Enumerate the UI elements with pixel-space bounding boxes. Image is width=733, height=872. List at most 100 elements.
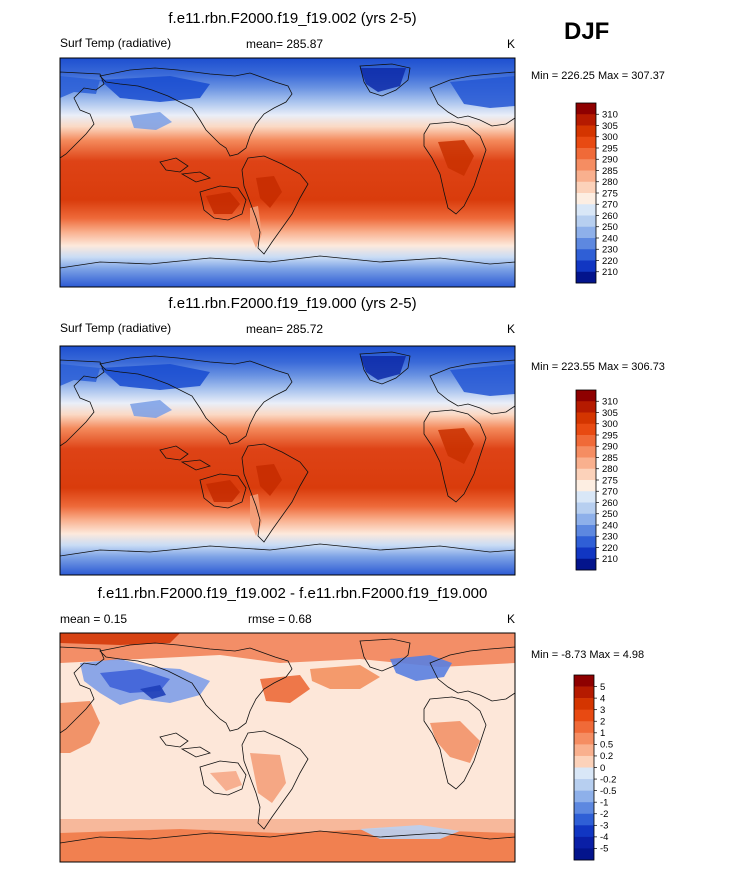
colorbar-tick-label: 290 (602, 155, 618, 166)
colorbar-box (576, 204, 596, 216)
colorbar-box (576, 491, 596, 503)
coastline (180, 746, 211, 758)
colorbar-tick-label: 310 (602, 397, 618, 408)
coastline (59, 71, 105, 159)
colorbar-box (576, 401, 596, 413)
field-region (60, 364, 100, 386)
panel-3-mean-label: mean = 0.15 (60, 612, 128, 626)
colorbar-box (576, 390, 596, 402)
coastline (241, 730, 309, 830)
colorbar-box (574, 767, 594, 780)
coastline (99, 355, 293, 445)
colorbar-tick-label: 295 (602, 430, 618, 441)
colorbar-box (576, 468, 596, 481)
panel-1-minmax: Min = 226.25 Max = 307.37 (531, 70, 665, 82)
field-region (430, 721, 480, 763)
colorbar-tick-label: 300 (602, 419, 618, 430)
season-label: DJF (564, 18, 610, 45)
colorbar-tick-label: 4 (600, 693, 605, 704)
colorbar-box (574, 779, 594, 791)
colorbar-box (576, 114, 596, 126)
colorbar-box (574, 709, 594, 722)
colorbar-box (576, 536, 596, 548)
colorbar-box (574, 813, 594, 826)
panel-2-map (59, 345, 516, 576)
panel-3-rmse-label: rmse = 0.68 (248, 612, 312, 626)
colorbar-tick-label: 1 (600, 728, 605, 739)
coastline (159, 157, 189, 173)
colorbar-box (574, 686, 594, 699)
panel-2-minmax: Min = 223.55 Max = 306.73 (531, 361, 665, 373)
colorbar-box (574, 790, 594, 803)
colorbar-tick-label: 270 (602, 487, 618, 498)
colorbar-tick-label: 295 (602, 143, 618, 154)
colorbar-box (576, 547, 596, 560)
field-region (256, 176, 282, 208)
colorbar-tick-label: 3 (600, 705, 605, 716)
field-region (390, 655, 452, 681)
colorbar-tick-label: 290 (602, 442, 618, 453)
colorbar-box (576, 423, 596, 436)
colorbar-box (576, 260, 596, 273)
colorbar-box (576, 446, 596, 458)
colorbar-tick-label: 240 (602, 520, 618, 531)
colorbar-box (576, 125, 596, 138)
colorbar-tick-label: 230 (602, 532, 618, 543)
panel-3-units: K (507, 612, 516, 626)
colorbar-tick-label: -5 (600, 844, 608, 855)
colorbar-box (576, 170, 596, 183)
field-region (60, 701, 100, 753)
coastline (359, 63, 411, 97)
coastline (429, 646, 516, 702)
colorbar-box (576, 136, 596, 149)
colorbar-box (574, 825, 594, 838)
colorbar-tick-label: 300 (602, 132, 618, 143)
field-region (206, 192, 240, 214)
field-region (60, 633, 180, 645)
colorbar-box (574, 802, 594, 815)
panel-1-mean-label: mean= 285.87 (246, 37, 324, 51)
panel-2-units: K (507, 322, 516, 336)
coastline (359, 351, 411, 385)
field-region (438, 140, 474, 176)
coastline (180, 459, 211, 471)
colorbar-box (576, 525, 596, 537)
colorbar-tick-label: -0.5 (600, 786, 616, 797)
colorbar-tick-label: -4 (600, 832, 608, 843)
panel-3-title: f.e11.rbn.F2000.f19_f19.002 - f.e11.rbn.… (97, 585, 488, 602)
panel-2-variable-label: Surf Temp (radiative) (60, 321, 172, 335)
panel-2-mean-label: mean= 285.72 (246, 322, 324, 336)
colorbar-tick-label: 275 (602, 188, 618, 199)
colorbar-tick-label: 2 (600, 717, 605, 728)
colorbar-box (574, 675, 594, 687)
colorbar-tick-label: -3 (600, 821, 608, 832)
colorbar-tick-label: -1 (600, 797, 608, 808)
field-region (130, 112, 172, 130)
colorbar-box (574, 744, 594, 757)
field-region (100, 364, 210, 390)
coastline (423, 696, 487, 790)
colorbar-tick-label: 270 (602, 200, 618, 211)
colorbar-tick-label: 0.2 (600, 751, 613, 762)
colorbar-box (576, 238, 596, 250)
field-region (450, 364, 515, 396)
colorbar-box (574, 732, 594, 745)
field-region (206, 480, 240, 502)
colorbar-box (576, 159, 596, 171)
panel-1-variable-label: Surf Temp (radiative) (60, 36, 172, 50)
field-region (140, 685, 166, 699)
colorbar-tick-label: 220 (602, 543, 618, 554)
coastline (199, 473, 247, 509)
field-region (360, 356, 406, 380)
field-region (360, 68, 406, 92)
coastline (423, 121, 487, 215)
colorbar-box (576, 412, 596, 425)
panel-1-map (59, 57, 516, 288)
colorbar-tick-label: 250 (602, 222, 618, 233)
colorbar-tick-label: 0.5 (600, 740, 613, 751)
colorbar-box (576, 249, 596, 261)
colorbar-box (576, 215, 596, 228)
coastline (180, 171, 211, 183)
colorbar-tick-label: 275 (602, 475, 618, 486)
